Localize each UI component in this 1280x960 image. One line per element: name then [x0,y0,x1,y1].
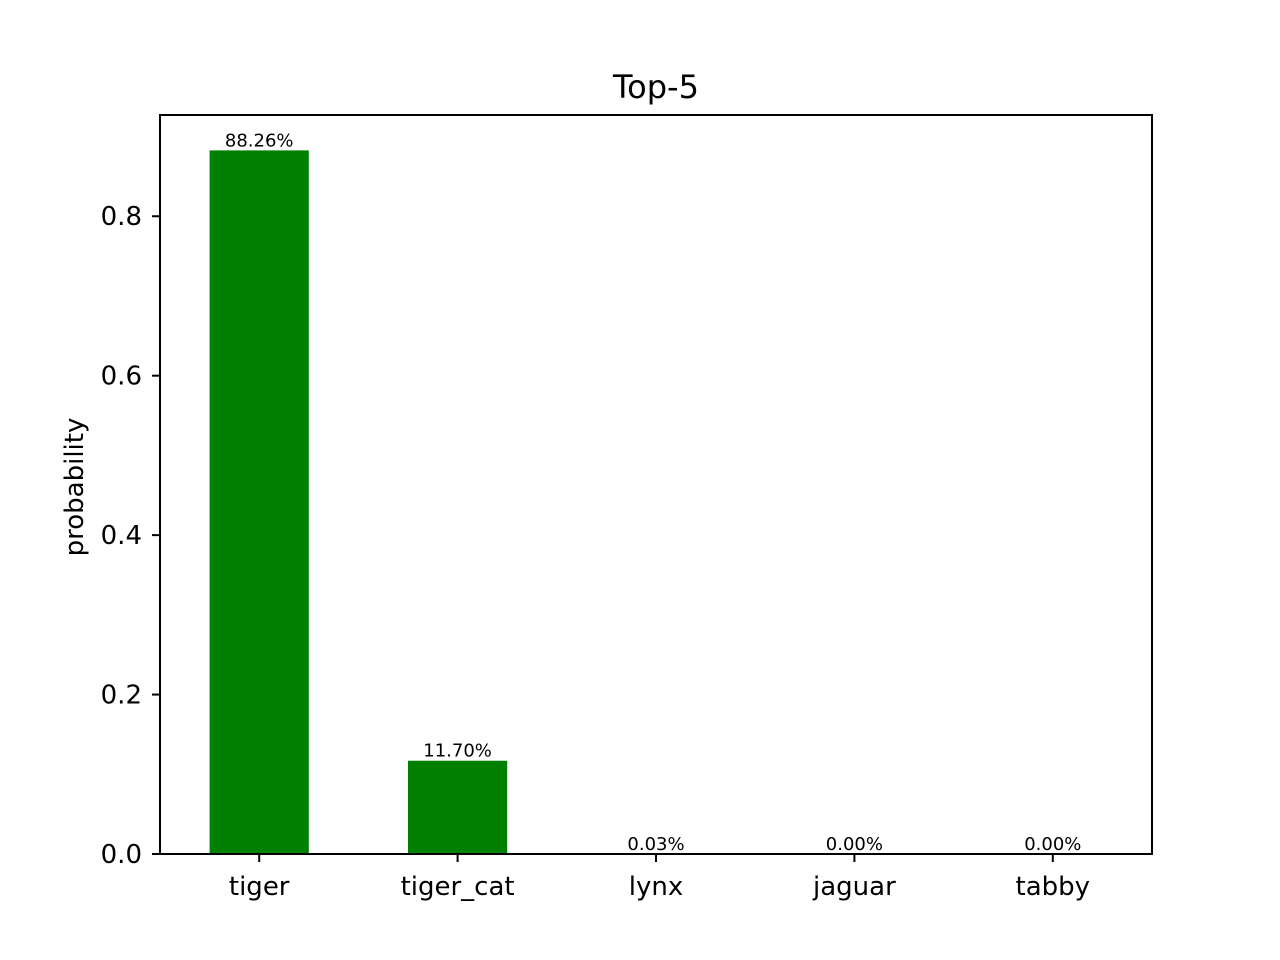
bars-layer [209,150,706,855]
y-tick-label: 0.0 [101,840,142,870]
y-axis-label: probability [60,418,90,557]
x-tick-label-tabby: tabby [1016,872,1091,902]
y-tick-label: 0.8 [101,202,142,232]
bar-tiger_cat [408,760,508,854]
x-tick-label-tiger_cat: tiger_cat [401,872,515,902]
data-label-tiger: 88.26% [225,130,294,151]
chart-title: Top-5 [612,68,699,106]
x-tick-label-tiger: tiger [229,872,290,902]
data-label-jaguar: 0.00% [826,834,883,855]
x-tick-label-lynx: lynx [629,872,683,902]
plot-frame [159,114,1153,855]
y-tick-label: 0.2 [101,681,142,711]
data-label-lynx: 0.03% [627,834,684,855]
x-axis: tiger tiger_cat lynx jaguar tabby [229,854,1090,902]
x-tick-label-jaguar: jaguar [812,872,896,902]
y-axis: 0.0 0.2 0.4 0.6 0.8 [101,202,160,870]
y-tick-label: 0.6 [101,362,142,392]
data-labels-layer: 88.26% 11.70% 0.03% 0.00% 0.00% [225,130,1082,855]
y-tick-label: 0.4 [101,521,142,551]
bar-tiger [209,150,309,855]
data-label-tiger_cat: 11.70% [423,741,492,762]
data-label-tabby: 0.00% [1024,834,1081,855]
